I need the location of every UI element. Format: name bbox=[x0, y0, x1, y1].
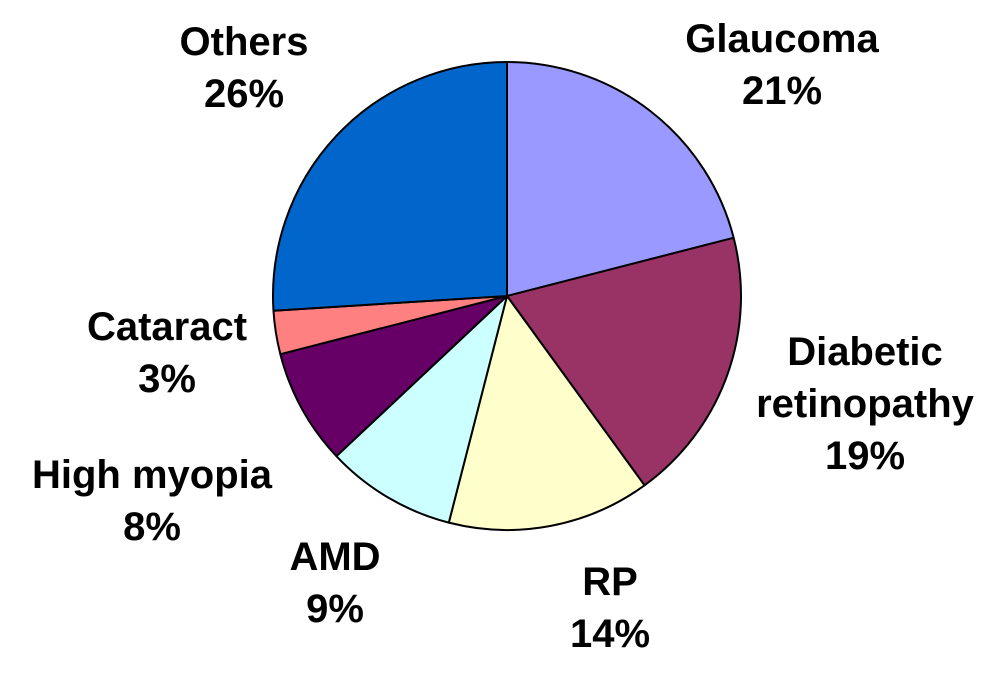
slice-label-glaucoma: Glaucoma bbox=[685, 17, 879, 61]
slice-label-diabetic-retinopathy-0: Diabetic bbox=[787, 330, 943, 374]
slice-percent-amd: 9% bbox=[306, 587, 364, 631]
pie-slices bbox=[272, 61, 742, 531]
slice-percent-others: 26% bbox=[204, 72, 284, 116]
slice-percent-diabetic-retinopathy: 19% bbox=[825, 434, 905, 478]
pie-slice-rp bbox=[447, 295, 646, 531]
slice-label-cataract: Cataract bbox=[87, 305, 247, 349]
pie-slice-others bbox=[272, 61, 508, 312]
slice-percent-rp: 14% bbox=[570, 612, 650, 656]
pie-slice-high-myopia bbox=[279, 295, 508, 458]
slice-label-diabetic-retinopathy-1: retinopathy bbox=[756, 382, 975, 426]
pie-slice-diabetic-retinopathy bbox=[506, 236, 742, 487]
slice-label-others: Others bbox=[180, 20, 309, 64]
slice-percent-high-myopia: 8% bbox=[123, 505, 181, 549]
slice-label-amd: AMD bbox=[289, 535, 380, 579]
slice-label-high-myopia: High myopia bbox=[32, 453, 273, 497]
slice-percent-cataract: 3% bbox=[138, 357, 196, 401]
pie-slice-glaucoma bbox=[506, 61, 735, 297]
slice-label-rp: RP bbox=[582, 560, 638, 604]
pie-labels: Glaucoma 21% Diabetic retinopathy 19% RP 14% AM… bbox=[32, 17, 975, 656]
pie-slice-amd bbox=[335, 295, 508, 524]
slice-percent-glaucoma: 21% bbox=[742, 69, 822, 113]
